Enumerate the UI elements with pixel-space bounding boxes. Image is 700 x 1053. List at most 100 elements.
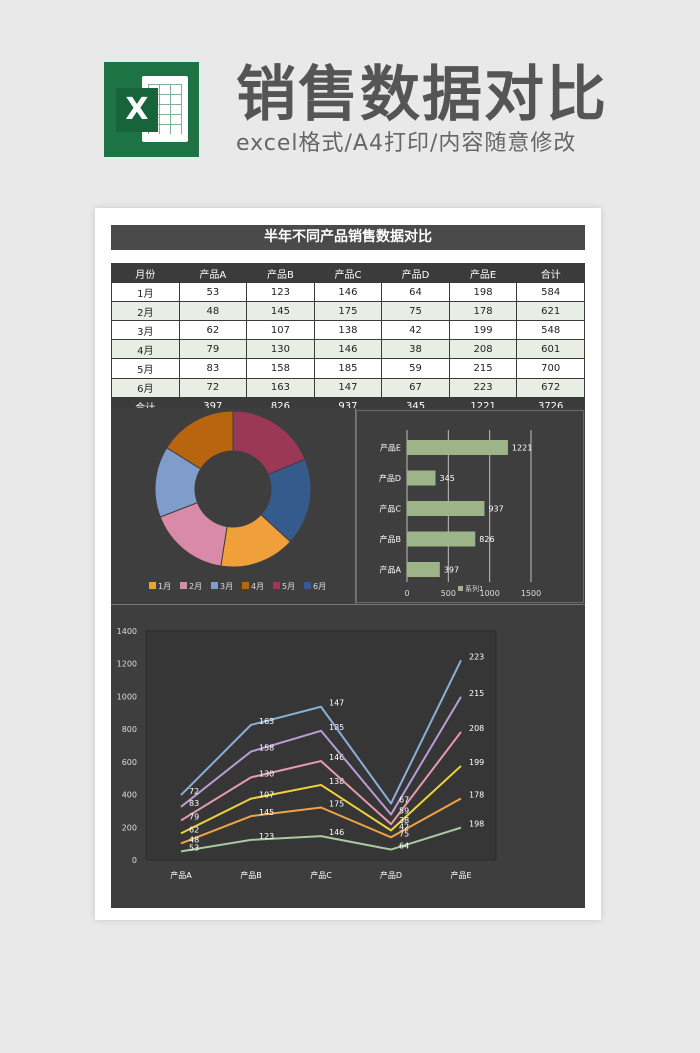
chart-divider-horizontal (111, 604, 585, 605)
table-row: 1月 53 123 146 64 198 584 (111, 282, 585, 303)
x-tick-label: 1000 (479, 589, 499, 598)
line-data-label: 64 (399, 842, 409, 851)
bar-category-label: 产品D (379, 473, 401, 483)
page-title: 销售数据对比 (236, 60, 608, 130)
bar-category-label: 产品E (380, 443, 401, 453)
table-cell: 83 (178, 358, 248, 379)
y-tick-label: 800 (122, 725, 137, 734)
x-tick-label: 产品B (240, 870, 262, 880)
bar-category-label: 产品B (380, 534, 402, 544)
line-series (180, 826, 462, 853)
table-cell: 584 (516, 282, 585, 303)
line-series (180, 797, 462, 845)
table-cell: 38 (381, 339, 450, 360)
x-tick-label: 产品D (380, 870, 402, 880)
legend-label: 2月 (189, 582, 202, 591)
y-tick-label: 200 (122, 823, 137, 832)
table-cell: 700 (516, 358, 585, 379)
line-data-label: 75 (399, 829, 409, 838)
line-data-label: 208 (469, 724, 484, 733)
header-cell-total: 合计 (516, 262, 585, 284)
y-tick-label: 600 (122, 758, 137, 767)
header-cell-product-d: 产品D (381, 262, 450, 284)
y-tick-label: 400 (122, 791, 137, 800)
bar (407, 531, 476, 547)
table-cell: 672 (516, 377, 585, 398)
table-cell: 107 (246, 320, 315, 341)
donut-chart: 1月 2月 3月 4月 5月 6月 (149, 410, 326, 591)
header-cell-product-b: 产品B (246, 262, 315, 284)
legend-swatch (149, 582, 156, 589)
excel-x-badge: X (116, 88, 158, 132)
line-data-label: 62 (189, 825, 199, 834)
legend-swatch (304, 582, 311, 589)
legend-swatch (273, 582, 280, 589)
bar-category-label: 产品C (379, 504, 401, 514)
table-cell: 62 (178, 320, 248, 341)
table-cell: 3月 (111, 320, 180, 341)
legend-swatch (211, 582, 218, 589)
table-cell: 185 (313, 358, 383, 379)
line-data-label: 48 (189, 835, 199, 844)
bar (407, 440, 508, 455)
table-cell: 4月 (111, 339, 180, 360)
legend-label: 4月 (251, 582, 264, 591)
table-cell: 130 (246, 339, 315, 360)
line-data-label: 146 (329, 828, 344, 837)
header-cell-month: 月份 (111, 262, 180, 284)
bar-value-label: 397 (444, 566, 459, 575)
header-cell-product-a: 产品A (178, 262, 248, 284)
table-row: 5月 83 158 185 59 215 700 (111, 358, 585, 379)
line-data-label: 146 (329, 753, 344, 762)
line-data-label: 38 (399, 816, 409, 825)
bar-chart-frame (356, 410, 584, 603)
sales-table: 月份 产品A 产品B 产品C 产品D 产品E 合计 1月 53 123 146 … (111, 262, 585, 417)
table-cell: 1月 (111, 282, 180, 303)
excel-logo-icon: X (104, 62, 199, 157)
legend-label: 3月 (220, 582, 233, 591)
table-cell: 42 (381, 320, 450, 341)
table-row: 6月 72 163 147 67 223 672 (111, 377, 585, 398)
bar (407, 470, 436, 486)
y-tick-label: 1400 (117, 627, 137, 636)
bar-value-label: 937 (488, 505, 503, 514)
table-cell: 147 (313, 377, 383, 398)
x-tick-label: 0 (404, 589, 409, 598)
legend-swatch (458, 586, 463, 591)
y-tick-label: 1200 (117, 660, 137, 669)
table-cell: 223 (448, 377, 518, 398)
bar (407, 501, 485, 516)
line-data-label: 107 (259, 791, 274, 800)
line-data-label: 147 (329, 699, 344, 708)
table-cell: 2月 (111, 301, 180, 322)
table-cell: 215 (448, 358, 518, 379)
header-cell-product-c: 产品C (313, 262, 383, 284)
line-data-label: 178 (469, 790, 484, 799)
line-data-label: 215 (469, 689, 484, 698)
line-series (180, 696, 462, 816)
line-data-label: 67 (399, 796, 409, 805)
line-series (180, 659, 462, 805)
bar-chart: 0 500 1000 1500 产品E 1221 产品D 345 产品C 937 产品B 826 产品A… (379, 430, 541, 598)
legend-label: 5月 (282, 582, 295, 591)
table-row: 2月 48 145 175 75 178 621 (111, 301, 585, 322)
table-cell: 123 (246, 282, 315, 303)
x-tick-label: 产品E (450, 870, 471, 880)
charts-area: 1月 2月 3月 4月 5月 6月 0 500 1000 1500 产品E 1221 产品D 345 产品… (111, 408, 585, 908)
table-cell: 67 (381, 377, 450, 398)
legend-swatch (242, 582, 249, 589)
table-cell: 198 (448, 282, 518, 303)
line-data-label: 158 (259, 744, 274, 753)
bar-value-label: 345 (440, 474, 455, 483)
line-data-label: 130 (259, 769, 274, 778)
line-data-label: 79 (189, 812, 199, 821)
line-series (180, 765, 462, 835)
line-data-label: 145 (259, 808, 274, 817)
line-data-label: 138 (329, 777, 344, 786)
table-cell: 208 (448, 339, 518, 360)
donut-slice (166, 410, 234, 470)
line-data-label: 72 (189, 787, 199, 796)
header-cell-product-e: 产品E (448, 262, 518, 284)
page-subtitle: excel格式/A4打印/内容随意修改 (236, 131, 577, 156)
bar-category-label: 产品A (380, 565, 402, 575)
